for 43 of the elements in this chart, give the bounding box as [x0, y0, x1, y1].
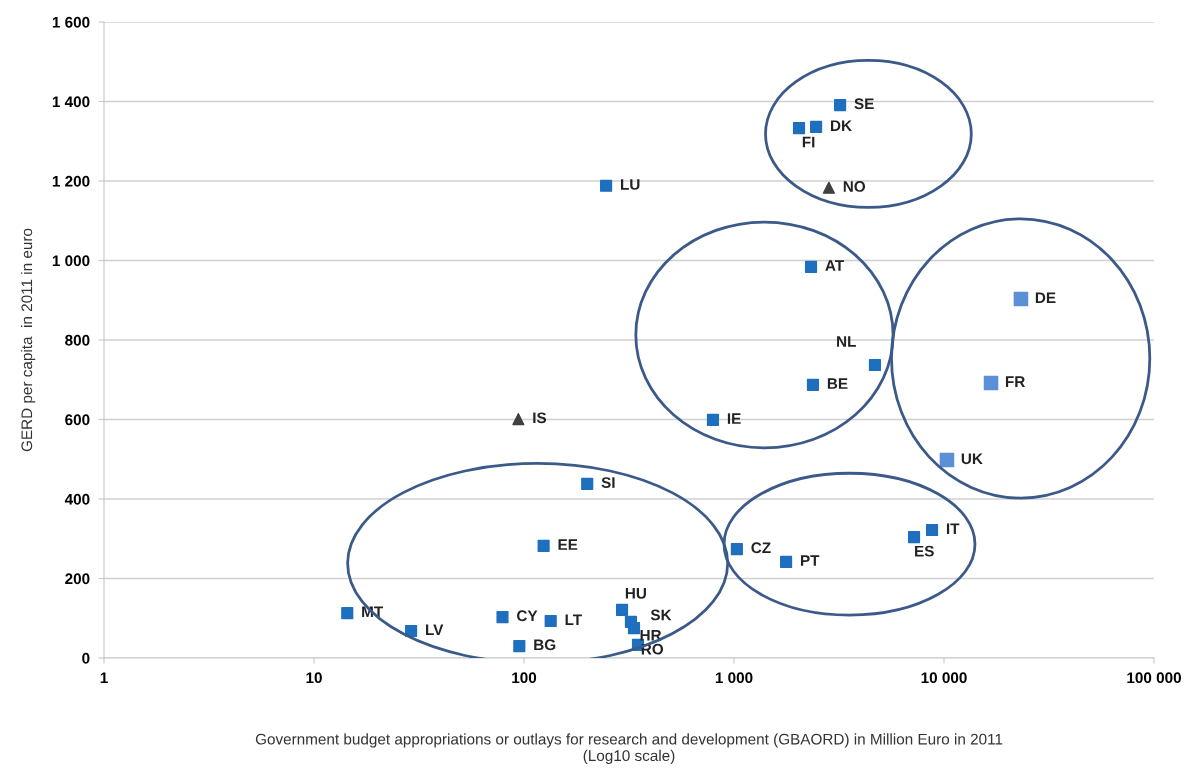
annotation: CZ [751, 542, 771, 554]
y-axis-title: GERD per capita in 2011 in euro [20, 228, 36, 452]
annotation: DE [1035, 292, 1056, 304]
annotation: BG [534, 639, 556, 651]
y-tick-label: 800 [65, 334, 90, 346]
x-tick-label: 10 [306, 672, 322, 684]
annotation: BE [827, 378, 848, 389]
annotation: SI [601, 477, 615, 488]
x-tick-label: 100 000 [1127, 672, 1181, 684]
annotation: IS [533, 412, 547, 424]
annotation: NO [843, 181, 866, 192]
annotation: LV [426, 624, 444, 635]
annotation: FR [1005, 376, 1025, 387]
annotation: DK [831, 120, 852, 131]
y-tick-label: 1 200 [52, 175, 90, 187]
annotation: IE [727, 413, 741, 424]
y-tick-label: 1 400 [52, 96, 90, 108]
annotation: ES [915, 545, 934, 557]
x-tick-label: 1 [100, 672, 108, 683]
x-tick-label: 1 000 [715, 672, 753, 684]
annotation: FI [802, 136, 815, 148]
y-tick-label: 600 [65, 414, 90, 426]
x-tick-label: 100 [512, 672, 537, 684]
annotation: HU [625, 588, 646, 599]
annotation: IT [946, 523, 960, 534]
annotation: LU [621, 179, 640, 190]
annotation: SK [650, 609, 672, 621]
y-tick-label: 400 [64, 493, 90, 505]
x-tick-label: 10 000 [921, 672, 967, 684]
y-tick-label: 200 [65, 573, 90, 585]
annotation: UK [961, 453, 983, 465]
x-axis-title: Government budget appropriations or outlays for research and development (GBAORD) in Million Euro in 2011 (Log10 scale) [255, 733, 1003, 765]
annotation: NL [837, 336, 856, 347]
annotation: SE [854, 98, 874, 110]
y-tick-label: 1 600 [52, 16, 90, 28]
annotation: CY [517, 610, 538, 622]
annotation: LT [565, 614, 582, 625]
annotation: AT [825, 260, 844, 271]
y-tick-label: 1 000 [52, 255, 90, 267]
annotation: HR [640, 629, 662, 641]
annotation: EE [558, 539, 578, 550]
y-tick-label: 0 [82, 652, 90, 664]
annotation: PT [800, 555, 820, 566]
